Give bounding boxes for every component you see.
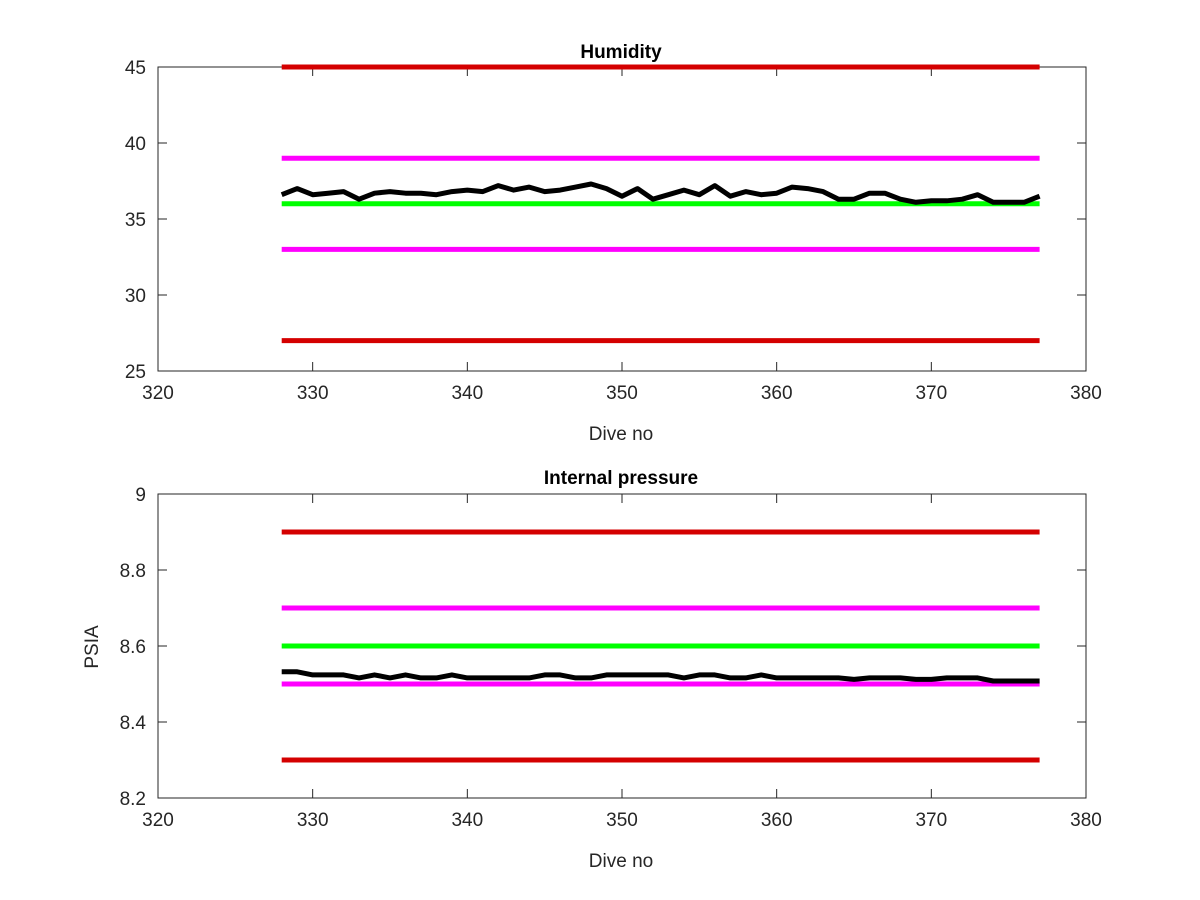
x-tick-label: 350 xyxy=(606,383,638,404)
panel-humidity: Humidity Dive no 320 330 340 350 360 370 380 25… xyxy=(125,42,1102,445)
y-tick-label: 45 xyxy=(125,58,146,79)
x-tick-label: 380 xyxy=(1070,383,1102,404)
y-tick-label: 8.6 xyxy=(120,637,146,658)
y-tick-label: 30 xyxy=(125,286,146,307)
x-tick-label: 320 xyxy=(142,810,174,831)
x-axis-label: Dive no xyxy=(589,851,653,872)
y-tick-label: 8.4 xyxy=(120,713,147,734)
y-tick-label: 8.8 xyxy=(120,561,146,582)
x-tick-label: 360 xyxy=(761,383,793,404)
x-tick-label: 360 xyxy=(761,810,793,831)
data-series-line xyxy=(281,669,1040,684)
x-tick-label: 340 xyxy=(451,810,483,831)
x-axis-label: Dive no xyxy=(589,424,653,445)
x-tick-label: 370 xyxy=(915,810,947,831)
data-series-line xyxy=(280,181,1041,205)
chart-title: Internal pressure xyxy=(544,468,698,489)
x-tick-label: 330 xyxy=(297,383,329,404)
x-tick-label: 340 xyxy=(451,383,483,404)
y-tick-label: 25 xyxy=(125,362,146,383)
y-tick-label: 35 xyxy=(125,210,146,231)
plot-area: 320 330 340 350 360 370 380 8.2 8.4 8.6 8.8 9 xyxy=(120,485,1102,831)
axes-box xyxy=(157,66,1087,372)
panel-internal-pressure: Internal pressure Dive no PSIA 320 330 340… xyxy=(82,468,1102,872)
y-tick-label: 40 xyxy=(125,134,146,155)
x-tick-label: 330 xyxy=(297,810,329,831)
plot-area: 320 330 340 350 360 370 380 25 30 35 40 45 xyxy=(125,58,1102,404)
x-tick-label: 320 xyxy=(142,383,174,404)
y-tick-label: 8.2 xyxy=(120,789,146,810)
chart-title: Humidity xyxy=(580,42,662,63)
x-tick-label: 370 xyxy=(915,383,947,404)
x-tick-label: 380 xyxy=(1070,810,1102,831)
y-tick-label: 9 xyxy=(135,485,146,506)
y-axis-label: PSIA xyxy=(82,625,103,669)
x-tick-label: 350 xyxy=(606,810,638,831)
